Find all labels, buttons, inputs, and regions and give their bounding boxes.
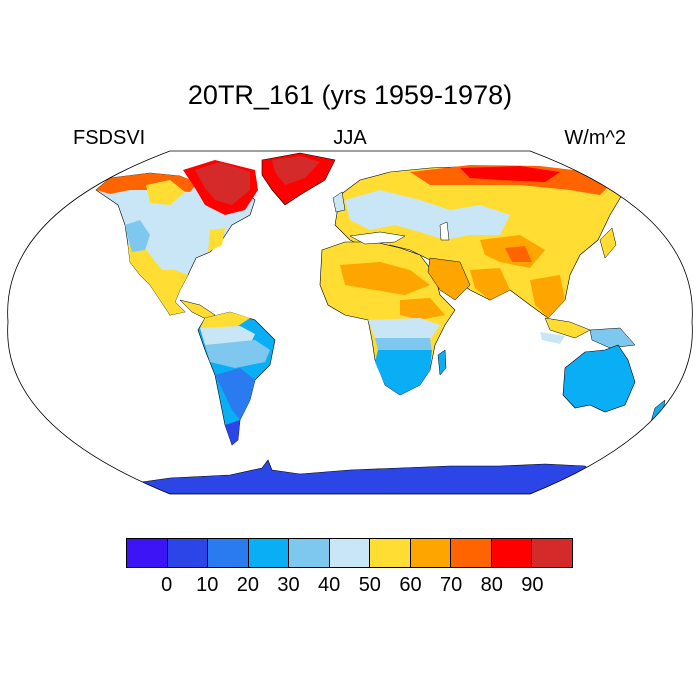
map-title: 20TR_161 (yrs 1959-1978) (187, 80, 513, 110)
colorbar-cell (289, 539, 330, 567)
colorbar-cell (127, 539, 168, 567)
colorbar-cell (248, 539, 290, 567)
colorbar-tick-label: 90 (521, 574, 544, 596)
units-label: W/m^2 (564, 127, 626, 149)
colorbar-tick-label: 0 (161, 574, 173, 596)
colorbar-tick-label: 40 (318, 574, 341, 596)
europe-asia (334, 165, 626, 319)
colorbar (126, 538, 573, 568)
colorbar-tick-label: 60 (399, 574, 422, 596)
colorbar-cell (208, 539, 249, 567)
colorbar-tick-label: 50 (358, 574, 381, 596)
antarctica (119, 459, 606, 494)
north-america (95, 160, 258, 316)
variable-label: FSDSVI (73, 127, 146, 149)
colorbar-cell (532, 539, 573, 567)
colorbar-ticks: 0 10 20 30 40 50 60 70 80 90 (0, 574, 700, 604)
colorbar-tick-label: 70 (439, 574, 463, 596)
south-america (197, 311, 276, 446)
colorbar-cell (491, 539, 533, 567)
colorbar-tick-label: 10 (196, 574, 219, 596)
africa (319, 241, 456, 396)
australia (562, 344, 636, 413)
colorbar-tick-label: 20 (236, 574, 260, 596)
colorbar-tick-label: 80 (480, 574, 503, 596)
colorbar-cell (370, 539, 411, 567)
colorbar-cell (167, 539, 209, 567)
colorbar-cell (410, 539, 452, 567)
map-boundary (7, 150, 693, 495)
colorbar-cell (451, 539, 492, 567)
season-label: JJA (333, 127, 367, 149)
colorbar-tick-label: 30 (277, 574, 300, 596)
colorbar-cell (329, 539, 371, 567)
